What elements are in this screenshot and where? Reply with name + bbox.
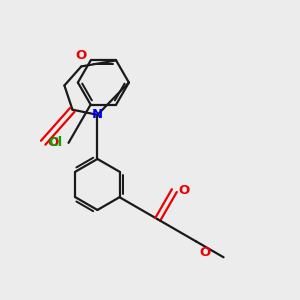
Text: Cl: Cl [48, 136, 62, 149]
Text: N: N [92, 108, 103, 121]
Text: O: O [199, 246, 210, 259]
Text: O: O [47, 136, 59, 149]
Text: O: O [178, 184, 189, 197]
Text: O: O [76, 49, 87, 62]
